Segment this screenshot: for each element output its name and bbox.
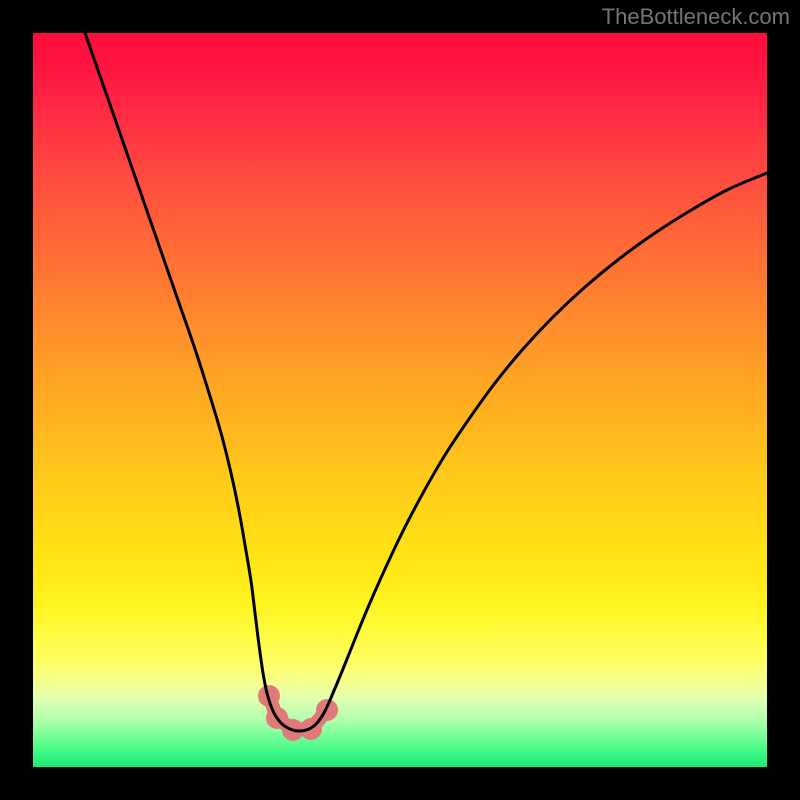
watermark-text: TheBottleneck.com xyxy=(602,4,790,30)
chart-svg xyxy=(33,33,767,767)
plot-area xyxy=(33,33,767,767)
chart-container: TheBottleneck.com xyxy=(0,0,800,800)
gradient-background xyxy=(33,33,767,767)
